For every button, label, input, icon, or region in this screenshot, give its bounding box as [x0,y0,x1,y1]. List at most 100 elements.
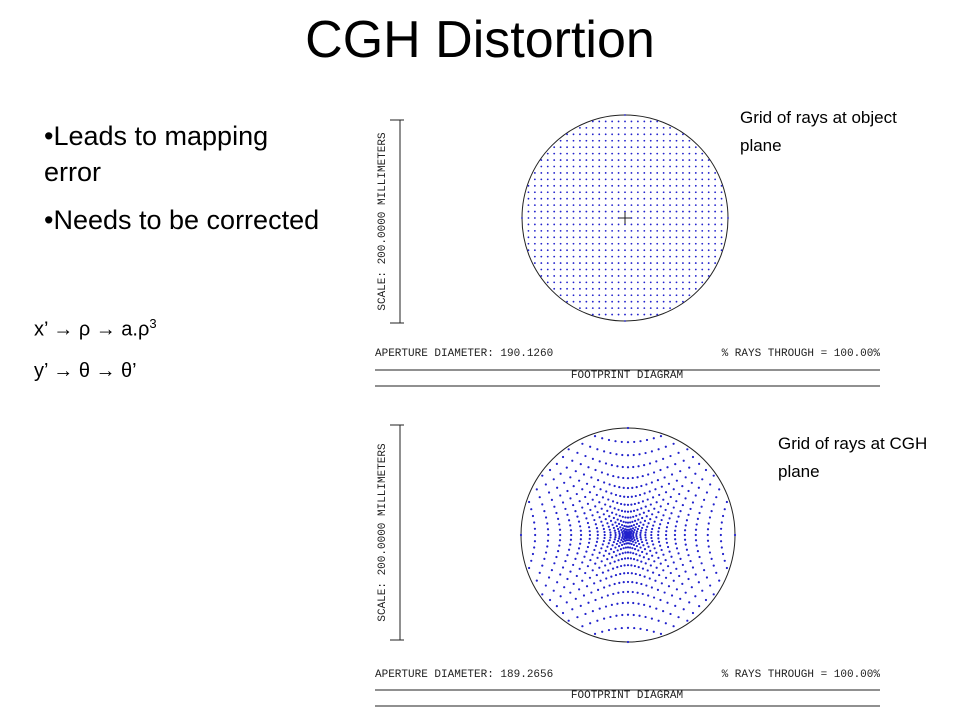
ray-dot [530,508,533,511]
ray-dot [617,545,621,548]
ray-dot [566,178,568,181]
ray-dot [688,139,691,142]
ray-dot [540,229,543,232]
ray-dot [628,542,631,545]
ray-dot [649,294,652,297]
ray-dot [566,223,568,226]
ray-dot [566,249,568,252]
ray-dot [624,521,628,524]
ray-dot [645,483,648,486]
ray-dot [643,300,646,303]
ray-dot [656,479,660,482]
ray-dot [691,455,695,459]
ray-dot [662,210,665,213]
ray-dot [519,533,523,537]
ray-dot [548,598,552,602]
ray-dot [650,617,653,620]
ray-dot [540,275,543,277]
ray-dot [719,527,723,530]
ray-dot [681,563,684,567]
ray-dot [694,210,697,213]
ray-dot [706,533,709,537]
ray-dot [566,165,568,168]
ray-dot [585,184,588,187]
ray-dot [609,519,613,522]
ray-dot [574,510,577,513]
ray-dot [694,595,697,598]
ray-dot [530,559,533,562]
ray-dot [643,223,646,226]
ray-dot [635,581,638,584]
ray-dot [637,465,640,468]
ray-dot [602,539,605,543]
ray-dot [540,262,543,264]
ray-dot [635,522,639,525]
ray-dot [643,268,646,271]
ray-dot [585,294,588,297]
ray-dot [639,546,642,549]
ray-dot [626,557,630,560]
ray-dot [636,476,639,479]
ray-dot [662,514,665,517]
ray-dot [559,197,562,200]
ray-dot [556,486,559,489]
ray-dot [569,570,572,573]
ray-dot [559,494,562,497]
ray-dot [598,313,601,316]
ray-dot [598,229,601,232]
ray-dot [608,584,611,587]
ray-dot [608,552,611,555]
ray-dot [626,640,630,644]
ray-dot [694,236,697,239]
ray-dot [617,159,620,161]
ray-dot [598,146,601,149]
ray-dot [664,508,667,512]
ray-dot [688,191,691,194]
ray-dot [714,197,717,200]
ray-dot [694,204,697,207]
ray-dot [688,466,691,469]
ray-dot [579,217,581,219]
ray-dot [656,294,659,297]
ray-dot [675,249,678,252]
ray-dot [649,281,652,284]
ray-dot [621,601,624,605]
ray-dot [643,262,646,264]
ray-dot [624,114,626,116]
ray-dot [654,579,657,582]
ray-dot [709,483,712,486]
ray-dot [593,518,596,522]
ray-dot [614,573,618,577]
ray-dot [662,281,665,284]
ray-dot [533,540,537,543]
ray-dot [626,477,630,480]
ray-dot [669,268,671,271]
ray-dot [682,139,684,142]
ray-dot [598,236,601,239]
ray-dot [613,582,616,586]
ray-dot [617,223,620,226]
ray-dot [566,242,568,245]
ray-dot [694,197,697,200]
ray-dot [527,191,530,194]
ray-dot [675,184,678,187]
ray-dot [636,527,640,531]
ray-dot [540,204,543,207]
equation: y’ → θ → θ’ [34,360,137,383]
ray-dot [656,236,659,239]
ray-dot [694,539,698,542]
ray-dot [636,249,639,252]
ray-dot [569,476,572,479]
ray-dot [684,543,687,546]
ray-dot [632,523,636,527]
ray-dot [566,281,568,284]
ray-dot [581,506,584,509]
ray-dot [649,549,652,552]
ray-dot [694,184,697,187]
ray-dot [721,552,725,556]
ray-dot [682,242,684,245]
ray-dot [707,255,710,258]
ray-dot [653,560,656,563]
ray-dot [707,184,710,187]
ray-dot [538,496,541,499]
